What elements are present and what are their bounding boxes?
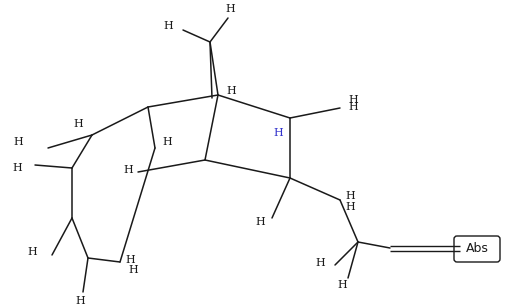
Text: H: H <box>273 128 283 138</box>
Text: H: H <box>225 4 235 14</box>
Text: H: H <box>348 95 358 105</box>
FancyBboxPatch shape <box>454 236 500 262</box>
Text: H: H <box>12 163 22 173</box>
Text: H: H <box>315 258 325 268</box>
Text: H: H <box>123 165 133 175</box>
Text: H: H <box>348 102 358 112</box>
Text: H: H <box>13 137 23 147</box>
Text: Abs: Abs <box>466 242 489 256</box>
Text: H: H <box>128 265 138 275</box>
Text: H: H <box>125 255 135 265</box>
Text: H: H <box>226 86 236 96</box>
Text: H: H <box>345 202 355 212</box>
Text: H: H <box>75 296 85 305</box>
Text: H: H <box>163 21 173 31</box>
Text: H: H <box>27 247 37 257</box>
Text: H: H <box>162 137 172 147</box>
Text: H: H <box>73 119 83 129</box>
Text: H: H <box>337 280 347 290</box>
Text: H: H <box>345 191 355 201</box>
Text: H: H <box>255 217 265 227</box>
